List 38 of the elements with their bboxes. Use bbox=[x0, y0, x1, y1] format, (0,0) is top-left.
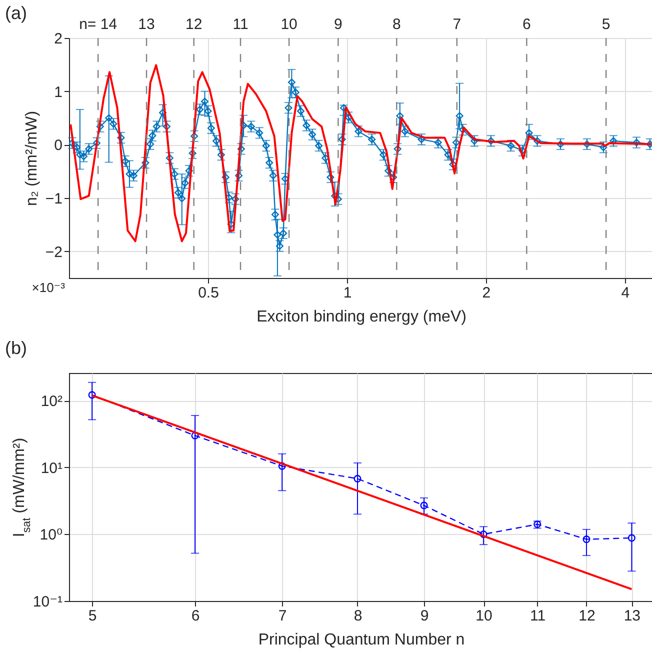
y-tick-label: 10⁻¹ bbox=[32, 594, 62, 610]
y-tick-label: 2 bbox=[54, 30, 62, 48]
x-tick-label: 4 bbox=[621, 284, 630, 302]
x-tick-label: 10 bbox=[476, 608, 492, 624]
x-axis-title: Exciton binding energy (meV) bbox=[256, 308, 466, 326]
y-tick-label: 10² bbox=[40, 393, 62, 410]
annotation: 11 bbox=[232, 16, 248, 33]
annotation: 8 bbox=[392, 16, 401, 33]
x-tick-label: 7 bbox=[278, 608, 287, 624]
annotation: 6 bbox=[522, 16, 531, 33]
text: (b) bbox=[5, 338, 27, 358]
x-tick-label: 5 bbox=[88, 608, 97, 624]
x-tick-label: 9 bbox=[420, 608, 429, 624]
annotation: 13 bbox=[138, 16, 155, 33]
annotation: 12 bbox=[186, 16, 202, 33]
y-tick-label: 10⁰ bbox=[40, 526, 62, 544]
x-tick-label: 8 bbox=[354, 608, 362, 624]
y-tick-label: 0 bbox=[54, 137, 62, 154]
x-axis-title: Principal Quantum Number n bbox=[258, 632, 465, 648]
annotation: n= 14 bbox=[79, 16, 118, 33]
y-tick-label: 10¹ bbox=[40, 460, 62, 477]
annotation: 7 bbox=[452, 16, 462, 33]
annotation: 10 bbox=[280, 16, 298, 33]
y-axis-title: n₂ (mm²/mW) bbox=[23, 110, 40, 206]
text: (a) bbox=[5, 3, 27, 23]
x-tick-label: 1 bbox=[343, 284, 352, 302]
x-tick-label: 6 bbox=[191, 608, 200, 624]
x-tick-label: 12 bbox=[578, 608, 596, 624]
x-tick-label: 13 bbox=[624, 608, 641, 624]
x-tick-label: 0.5 bbox=[198, 284, 219, 302]
x-tick-label: 11 bbox=[530, 608, 546, 624]
y-tick-label: −2 bbox=[45, 244, 62, 261]
y-tick-label: −1 bbox=[45, 190, 62, 208]
text: ×10⁻³ bbox=[32, 280, 66, 295]
y-tick-label: 1 bbox=[54, 84, 62, 101]
annotation: 5 bbox=[602, 16, 610, 33]
annotation: 9 bbox=[334, 16, 342, 33]
x-tick-label: 2 bbox=[482, 284, 491, 302]
